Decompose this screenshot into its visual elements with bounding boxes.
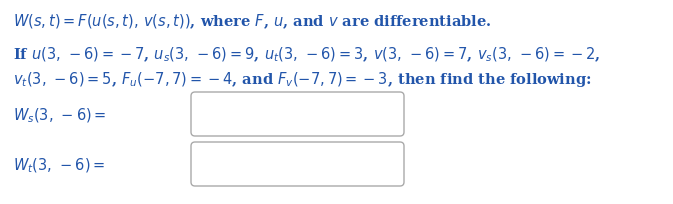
FancyBboxPatch shape xyxy=(191,93,404,136)
Text: $W_s(3,\,-6) =$: $W_s(3,\,-6) =$ xyxy=(13,106,106,125)
Text: $v_t(3,\,-6) = 5$, $F_u(-7, 7) = -4$, and $F_v(-7, 7) = -3$, then find the follo: $v_t(3,\,-6) = 5$, $F_u(-7, 7) = -4$, an… xyxy=(13,70,592,89)
Text: $W(s, t) = F(u(s, t),\, v(s, t))$, where $F$, $u$, and $v$ are differentiable.: $W(s, t) = F(u(s, t),\, v(s, t))$, where… xyxy=(13,12,491,30)
Text: $W_t(3,\,-6) =$: $W_t(3,\,-6) =$ xyxy=(13,156,105,175)
FancyBboxPatch shape xyxy=(191,142,404,186)
Text: If $u(3,\,-6) = -7$, $u_s(3,\,-6) = 9$, $u_t(3,\,-6) = 3$, $v(3,\,-6) = 7$, $v_s: If $u(3,\,-6) = -7$, $u_s(3,\,-6) = 9$, … xyxy=(13,45,600,63)
